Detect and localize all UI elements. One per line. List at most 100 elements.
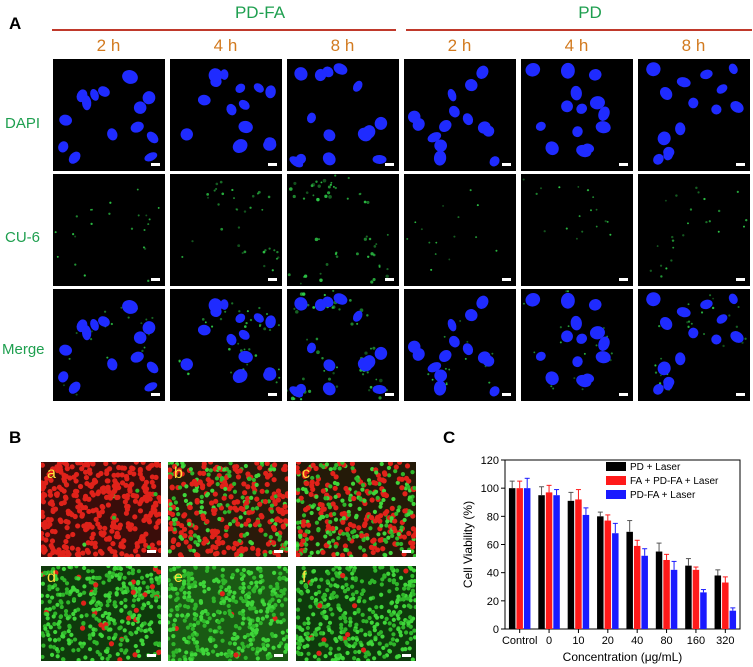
micrograph-tile — [521, 289, 633, 401]
x-tick-label: 0 — [546, 635, 552, 647]
tile-letter: a — [47, 465, 56, 482]
y-tick-label: 60 — [487, 540, 499, 552]
legend-label: FA + PD-FA + Laser — [630, 476, 719, 487]
y-tick-label: 100 — [481, 483, 499, 495]
micrograph-tile — [287, 174, 399, 286]
micrograph-tile — [404, 59, 516, 171]
group-title-pd-fa: PD-FA — [234, 3, 286, 22]
y-tick-label: 120 — [481, 455, 499, 467]
micrograph-tile — [638, 174, 750, 286]
y-tick-label: 40 — [487, 568, 499, 580]
live-dead-tile: f — [296, 566, 416, 661]
bar — [612, 533, 619, 629]
micrograph-tile — [404, 174, 516, 286]
time-label: 8 h — [681, 36, 706, 55]
scale-bar — [619, 163, 628, 166]
y-tick-label: 20 — [487, 596, 499, 608]
legend-swatch — [606, 490, 626, 499]
micrograph-tile — [170, 174, 282, 286]
time-label: 8 h — [330, 36, 355, 55]
bar — [722, 582, 729, 629]
x-tick-label: 80 — [660, 635, 672, 647]
x-tick-label: 160 — [687, 635, 705, 647]
scale-bar — [385, 278, 394, 281]
bar — [516, 488, 523, 629]
micrograph-tile — [53, 289, 165, 401]
micrograph-tile — [287, 289, 399, 401]
bar — [655, 551, 663, 629]
row-label-merge: Merge — [2, 341, 45, 358]
tile-letter: c — [302, 465, 310, 482]
legend-label: PD-FA + Laser — [630, 490, 696, 501]
micrograph-tile — [521, 59, 633, 171]
tile-letter: b — [174, 465, 183, 482]
bar — [582, 514, 590, 629]
panel-a-label: A — [9, 14, 22, 33]
bar — [663, 559, 670, 629]
scale-bar — [147, 550, 156, 553]
panel-b-label: B — [9, 428, 22, 447]
scale-bar — [385, 163, 394, 166]
tile-letter: d — [47, 569, 56, 586]
time-label: 2 h — [96, 36, 121, 55]
scale-bar — [151, 393, 160, 396]
bar — [714, 575, 722, 629]
micrograph-tile — [638, 59, 750, 171]
micrograph-tile — [521, 174, 633, 286]
bar — [641, 555, 648, 629]
y-tick-label: 80 — [487, 511, 499, 523]
scale-bar — [151, 163, 160, 166]
row-label-dapi: DAPI — [5, 115, 41, 132]
scale-bar — [274, 550, 283, 553]
live-dead-tile: b — [168, 462, 288, 557]
scale-bar — [502, 278, 511, 281]
group-divider-pd — [406, 29, 752, 31]
tile-letter: e — [174, 569, 183, 586]
scale-bar — [268, 278, 277, 281]
y-tick-label: 0 — [493, 624, 499, 636]
x-tick-label: 20 — [602, 635, 614, 647]
bar — [523, 488, 531, 629]
bar — [626, 531, 633, 629]
scale-bar — [402, 550, 411, 553]
group-divider-pd-fa — [52, 29, 396, 31]
scale-bar — [268, 393, 277, 396]
micrograph-tile — [638, 289, 750, 401]
bar — [553, 495, 560, 629]
live-dead-tile: c — [296, 462, 416, 557]
micrograph-tile — [53, 174, 165, 286]
bar — [700, 592, 707, 629]
bar — [545, 492, 553, 629]
live-dead-tile: e — [168, 566, 288, 661]
bar — [597, 516, 604, 629]
scale-bar — [736, 278, 745, 281]
x-tick-label: 10 — [572, 635, 584, 647]
scale-bar — [268, 163, 277, 166]
scale-bar — [502, 393, 511, 396]
micrograph-tile — [170, 289, 282, 401]
micrograph-tile — [404, 289, 516, 401]
bar — [633, 545, 641, 629]
scale-bar — [502, 163, 511, 166]
bar — [508, 488, 516, 629]
panel-c-label: C — [443, 428, 456, 447]
bar — [604, 520, 612, 629]
time-label: 4 h — [564, 36, 589, 55]
scale-bar — [147, 654, 156, 657]
scale-bar — [402, 654, 411, 657]
micrograph-tile — [287, 59, 399, 171]
y-axis-label: Cell Viability (%) — [461, 501, 475, 588]
bar — [685, 565, 692, 629]
bar — [567, 500, 575, 629]
tile-letter: f — [302, 569, 307, 586]
legend-swatch — [606, 462, 626, 471]
scale-bar — [619, 278, 628, 281]
x-tick-label: Control — [502, 635, 537, 647]
time-label: 2 h — [447, 36, 472, 55]
scale-bar — [736, 163, 745, 166]
bar — [538, 495, 545, 629]
group-title-pd: PD — [578, 3, 602, 22]
scale-bar — [151, 278, 160, 281]
live-dead-tile: a — [41, 462, 161, 557]
